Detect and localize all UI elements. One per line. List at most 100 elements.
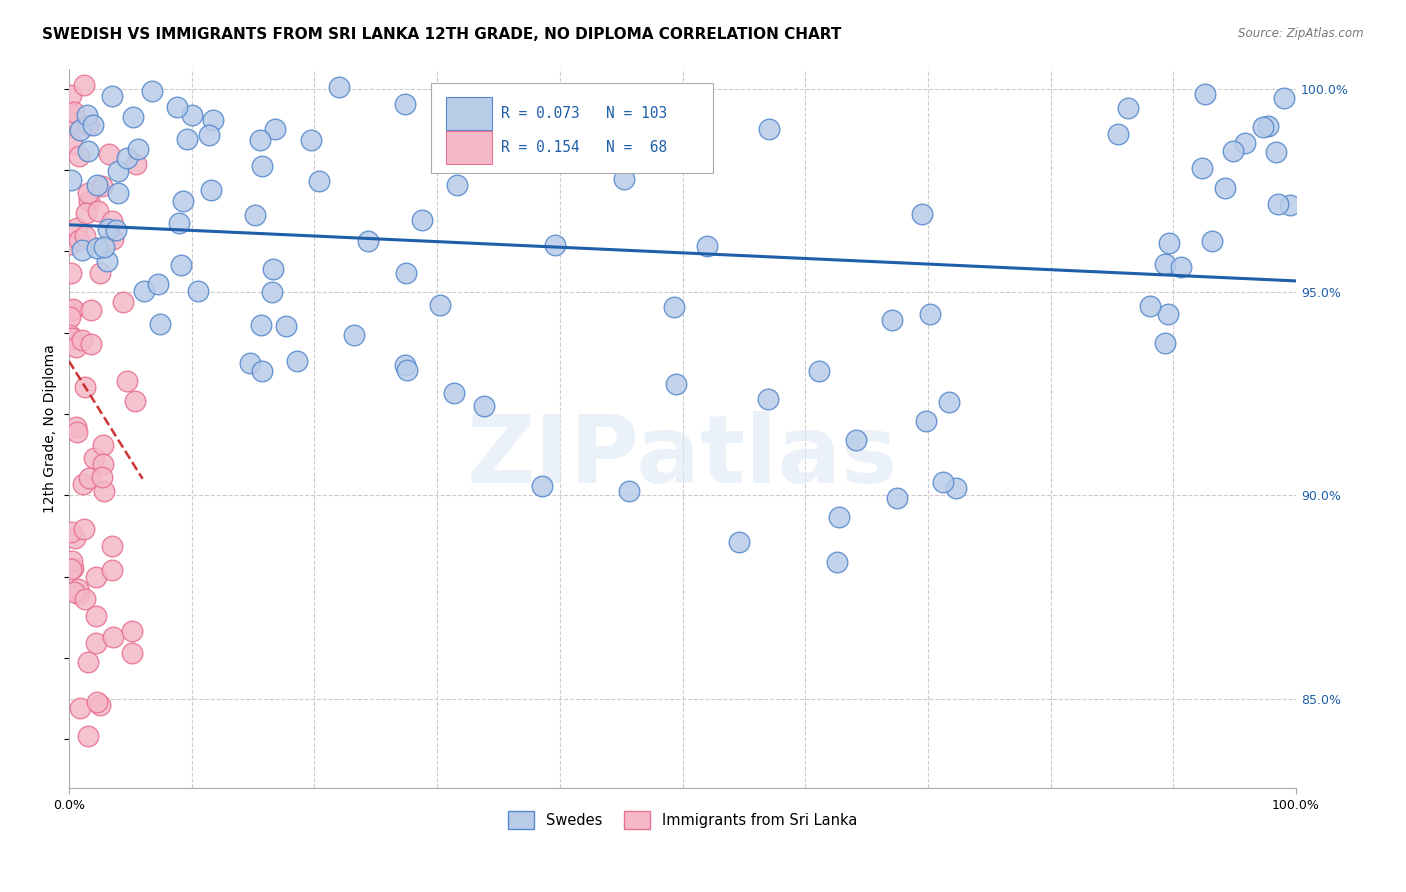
- Point: [1265, 145, 1288, 160]
- Point: [96, 254, 118, 268]
- Point: [76, 118, 98, 132]
- FancyBboxPatch shape: [446, 131, 492, 164]
- Point: [89, 698, 111, 713]
- Point: [90, 470, 112, 484]
- Point: [472, 400, 495, 414]
- Point: [97, 221, 120, 235]
- Point: [75, 206, 97, 220]
- Point: [62, 561, 84, 575]
- Point: [122, 110, 145, 124]
- Point: [59, 524, 82, 539]
- Point: [1279, 198, 1302, 212]
- Point: [115, 374, 138, 388]
- Point: [66, 220, 89, 235]
- Point: [276, 318, 298, 333]
- Point: [93, 483, 115, 498]
- Point: [60, 554, 83, 568]
- Point: [121, 624, 143, 638]
- Point: [918, 307, 941, 321]
- Point: [69, 701, 91, 715]
- Point: [59, 310, 82, 324]
- Point: [93, 438, 115, 452]
- Point: [77, 145, 100, 159]
- Point: [845, 434, 868, 448]
- Text: ZIPatlas: ZIPatlas: [467, 411, 898, 503]
- Point: [141, 84, 163, 98]
- Point: [59, 173, 82, 187]
- Point: [100, 564, 122, 578]
- Point: [1170, 260, 1192, 274]
- Point: [84, 636, 107, 650]
- Point: [148, 318, 170, 332]
- Point: [67, 233, 90, 247]
- Point: [58, 104, 80, 119]
- Point: [886, 491, 908, 505]
- Point: [1139, 299, 1161, 313]
- Point: [880, 313, 903, 327]
- Point: [77, 655, 100, 669]
- Point: [446, 178, 468, 192]
- Text: R = 0.073   N = 103: R = 0.073 N = 103: [501, 106, 666, 121]
- Point: [343, 327, 366, 342]
- Point: [77, 729, 100, 743]
- Point: [73, 522, 96, 536]
- Point: [285, 353, 308, 368]
- Point: [82, 118, 104, 132]
- Point: [84, 609, 107, 624]
- Point: [260, 285, 283, 300]
- Point: [86, 241, 108, 255]
- Point: [243, 208, 266, 222]
- Point: [1157, 307, 1180, 321]
- Point: [1213, 180, 1236, 194]
- Point: [187, 284, 209, 298]
- Point: [103, 631, 125, 645]
- Point: [394, 97, 416, 112]
- Point: [62, 137, 84, 152]
- Point: [756, 392, 779, 407]
- Point: [86, 178, 108, 193]
- Point: [616, 108, 638, 122]
- Point: [1233, 136, 1256, 150]
- Point: [1251, 120, 1274, 135]
- Point: [443, 386, 465, 401]
- Point: [1157, 236, 1180, 251]
- Point: [198, 128, 221, 143]
- Point: [93, 457, 115, 471]
- Point: [249, 133, 271, 147]
- Point: [100, 214, 122, 228]
- Point: [932, 475, 955, 489]
- Point: [1191, 161, 1213, 175]
- Point: [250, 318, 273, 332]
- Point: [201, 113, 224, 128]
- Point: [429, 298, 451, 312]
- Point: [90, 179, 112, 194]
- Point: [104, 223, 127, 237]
- Point: [299, 133, 322, 147]
- Point: [65, 340, 87, 354]
- Point: [180, 108, 202, 122]
- Point: [1267, 196, 1289, 211]
- Point: [112, 294, 135, 309]
- Point: [544, 238, 567, 252]
- Point: [101, 539, 124, 553]
- FancyBboxPatch shape: [430, 83, 713, 173]
- Point: [262, 262, 284, 277]
- Point: [1201, 234, 1223, 248]
- Point: [66, 425, 89, 439]
- Point: [394, 358, 416, 372]
- Point: [60, 562, 83, 576]
- Point: [167, 216, 190, 230]
- Point: [357, 235, 380, 249]
- Point: [62, 301, 84, 316]
- Point: [1108, 128, 1130, 142]
- Point: [121, 647, 143, 661]
- Point: [124, 394, 146, 409]
- Point: [176, 132, 198, 146]
- Point: [664, 300, 686, 314]
- Text: Source: ZipAtlas.com: Source: ZipAtlas.com: [1239, 27, 1364, 40]
- Point: [1222, 144, 1244, 158]
- Point: [617, 484, 640, 499]
- Point: [75, 379, 97, 393]
- Point: [65, 531, 87, 545]
- Point: [263, 122, 285, 136]
